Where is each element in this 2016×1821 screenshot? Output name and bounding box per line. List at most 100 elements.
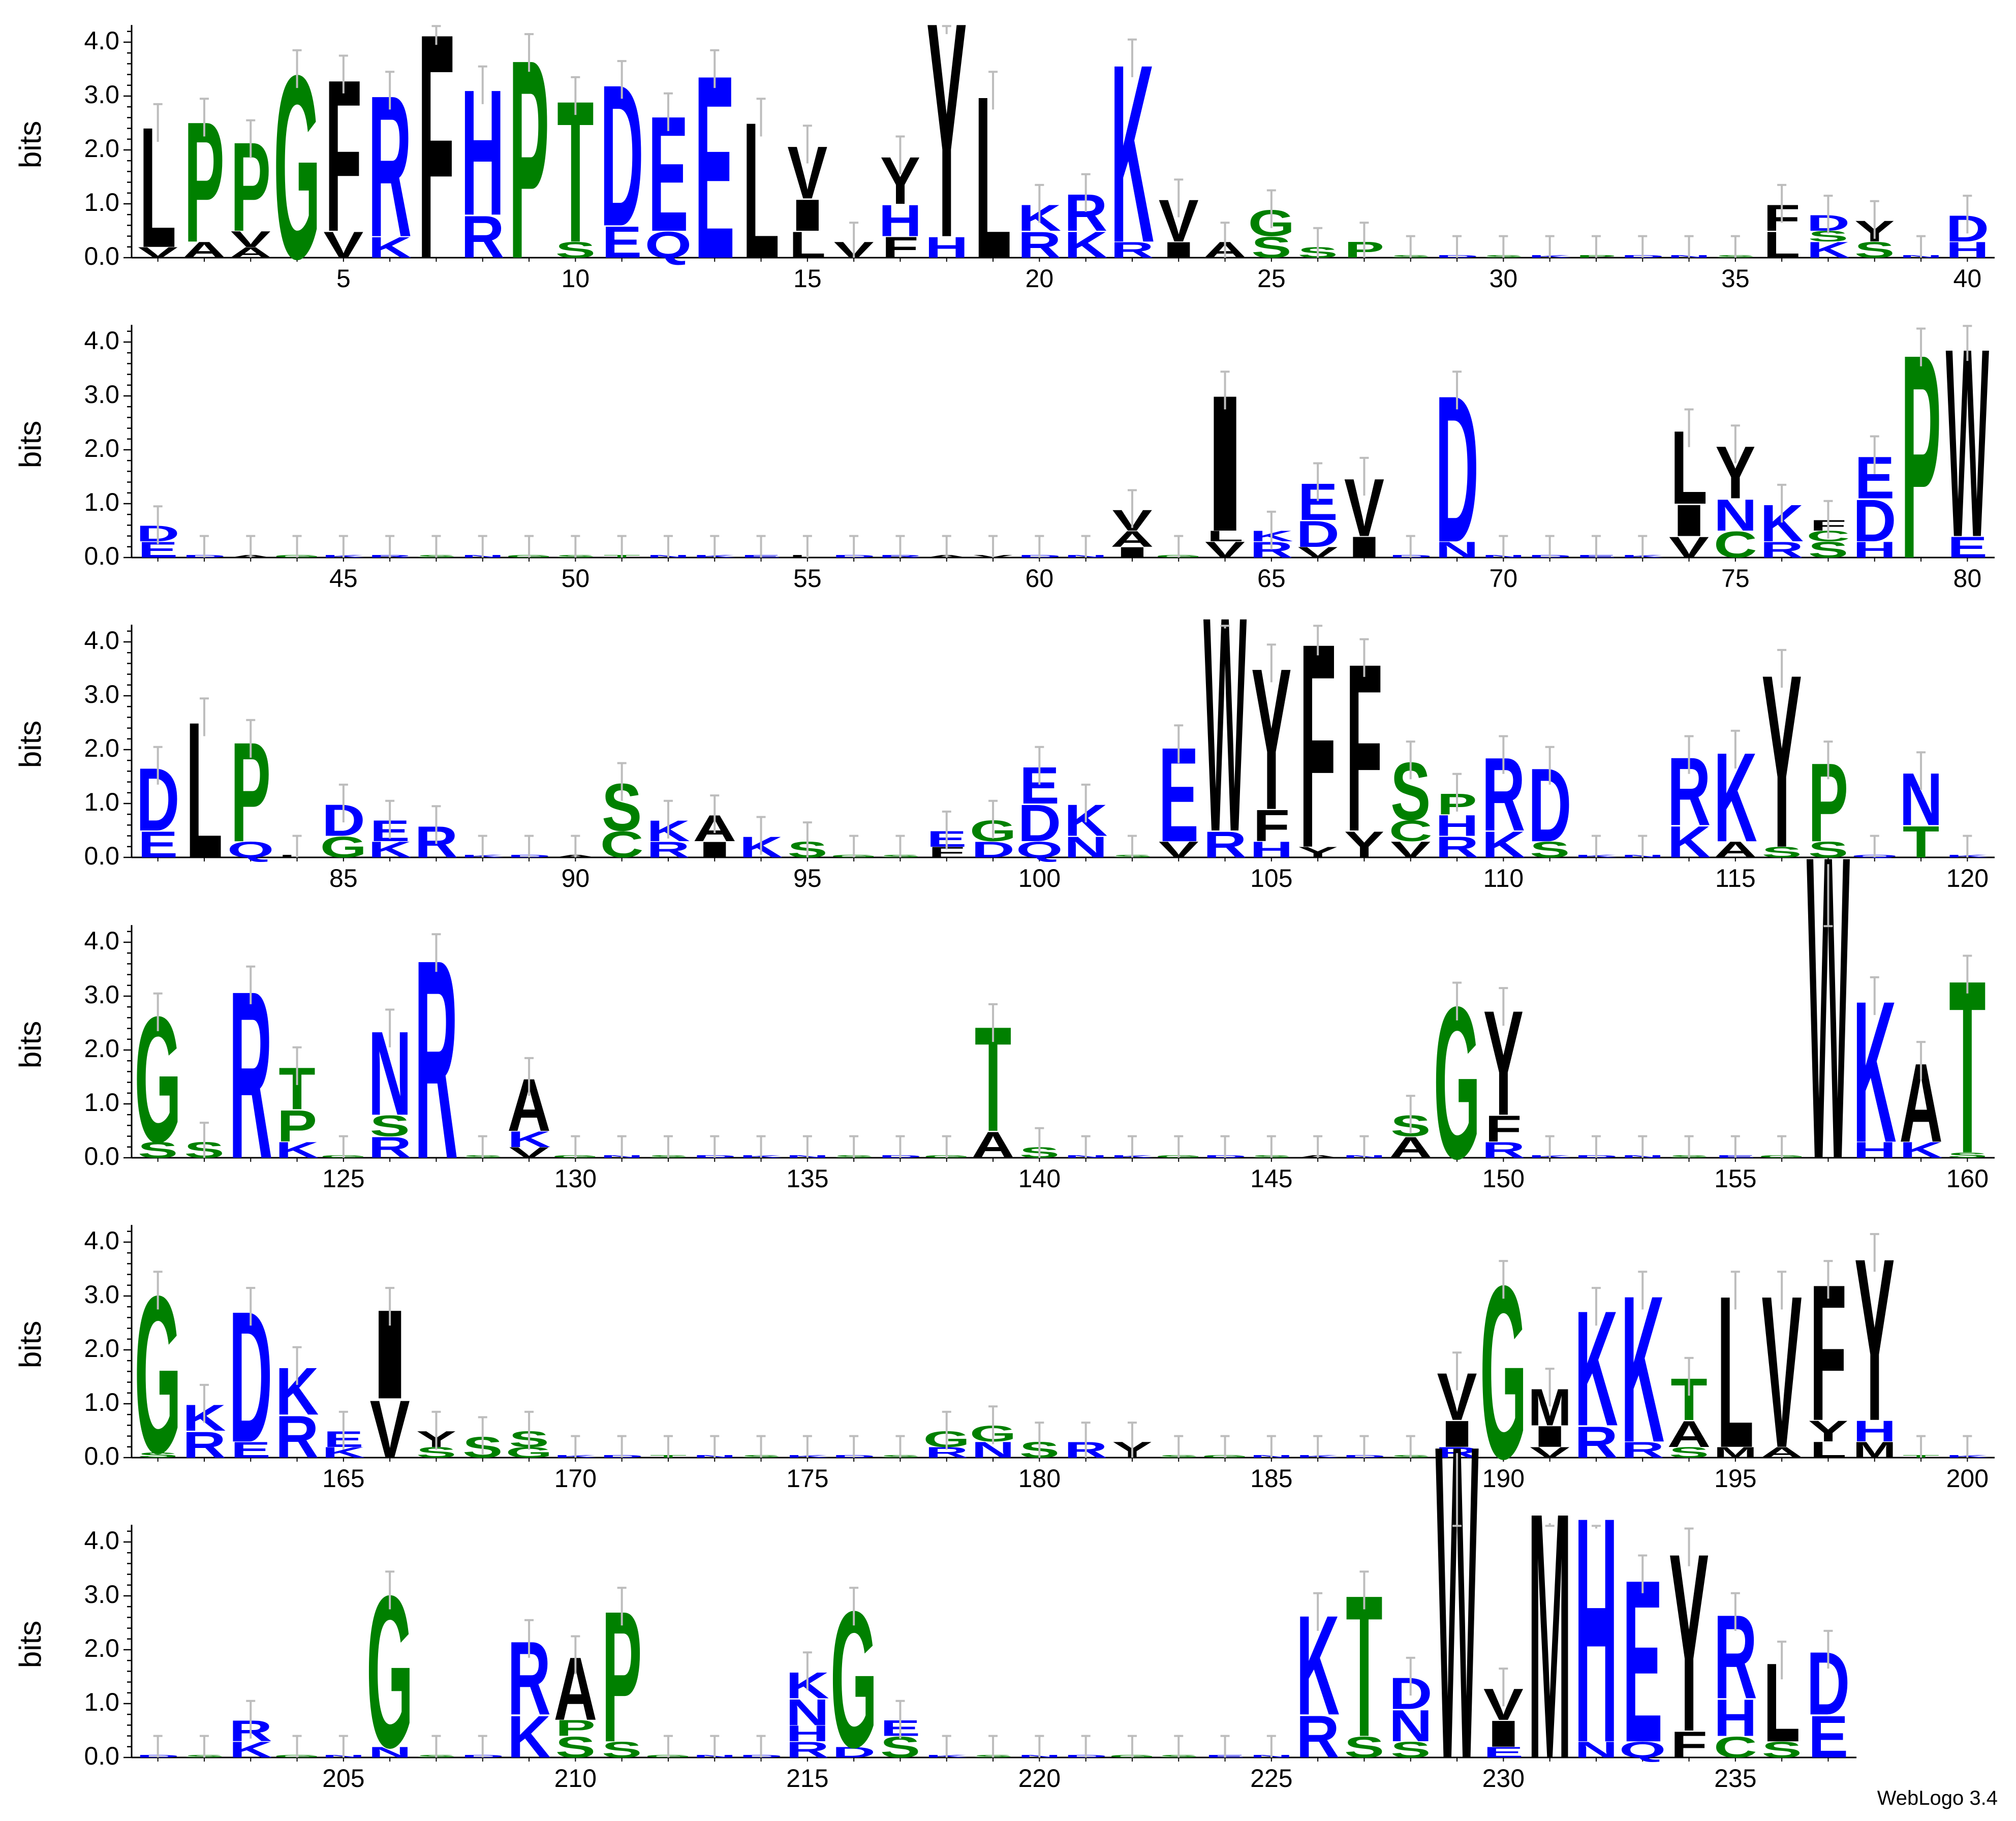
logo-column-174: S: [741, 1435, 781, 1459]
logo-column-182: Y: [1112, 1422, 1152, 1462]
y-tick-label: 3.0: [84, 1580, 119, 1609]
logo-letter: M: [1853, 1437, 1896, 1462]
logo-letter: M: [1714, 1444, 1757, 1461]
logo-column-127: R: [415, 901, 458, 1218]
logo-letter: S: [602, 1737, 642, 1762]
logo-column-226: RK: [1296, 1586, 1340, 1771]
y-tick-label: 0.0: [84, 1442, 119, 1470]
logo-column-87: R: [415, 805, 458, 867]
logo-letter: S: [1251, 230, 1291, 264]
logo-column-2: AP: [182, 85, 226, 278]
x-tick-label: 110: [1483, 864, 1524, 892]
logo-column-201: D: [136, 1735, 179, 1758]
logo-column-185: N: [1250, 1435, 1293, 1459]
logo-letter: F: [882, 230, 918, 264]
logo-column-183: S: [1159, 1435, 1199, 1459]
logo-letter: F: [1485, 1108, 1522, 1150]
logo-letter: L: [1810, 1437, 1846, 1462]
y-tick-label: 0.0: [84, 1142, 119, 1170]
logo-column-69: ND: [1435, 352, 1479, 587]
logo-letter: D: [1018, 793, 1062, 852]
logo-column-237: ED: [1807, 1629, 1850, 1771]
logo-letter: L: [1763, 224, 1800, 266]
logo-column-36: LF: [1763, 183, 1800, 266]
logo-column-9: P: [509, 1, 549, 318]
logo-letter: S: [1762, 1737, 1802, 1762]
logo-column-35: S: [1715, 235, 1755, 259]
logo-column-157: W: [1807, 765, 1850, 1250]
logo-column-124: KPT: [275, 1046, 319, 1162]
logo-column-51: T: [603, 535, 640, 559]
logo-letter: R: [1435, 830, 1479, 863]
logo-column-32: P: [1576, 235, 1616, 259]
logo-column-134: K: [739, 1135, 783, 1159]
logo-column-44: G: [273, 535, 321, 559]
logo-column-177: S: [880, 1435, 920, 1459]
logo-letter: S: [1669, 1444, 1709, 1461]
logo-column-91: CS: [600, 762, 643, 866]
x-tick-label: 220: [1018, 1764, 1061, 1793]
logo-column-122: S: [184, 1122, 224, 1162]
logo-column-27: P: [1344, 222, 1384, 262]
logo-letter: H: [1946, 237, 1990, 262]
logo-letter: S: [1344, 1730, 1384, 1764]
logo-column-45: K: [322, 535, 365, 559]
logo-letter: A: [229, 244, 272, 261]
logo-letter: H: [786, 1721, 829, 1746]
logo-column-171: D: [600, 1435, 643, 1459]
logo-letter: K: [1899, 1137, 1943, 1162]
logo-column-89: D: [507, 835, 551, 858]
x-tick-label: 195: [1714, 1464, 1756, 1493]
logo-letter: P: [555, 1716, 596, 1741]
y-tick-label: 3.0: [84, 680, 119, 708]
x-tick-label: 70: [1490, 564, 1518, 593]
y-tick-label: 4.0: [84, 326, 119, 355]
logo-column-65: RK: [1250, 510, 1293, 562]
logo-letter: W: [1807, 765, 1850, 1250]
logo-column-15: LIV: [786, 125, 829, 266]
logo-column-78: HDE: [1853, 435, 1897, 562]
x-tick-label: 80: [1953, 564, 1982, 593]
logo-letter: S: [1854, 237, 1895, 262]
logo-column-178: RG: [923, 1410, 970, 1461]
logo-column-56: D: [832, 535, 876, 559]
logo-column-184: G: [1201, 1435, 1249, 1459]
logo-column-175: K: [786, 1435, 829, 1459]
y-tick-label: 4.0: [84, 1226, 119, 1255]
logo-letter: F: [418, 0, 454, 326]
logo-column-102: S: [1112, 835, 1152, 858]
logo-column-152: D: [1574, 1135, 1618, 1159]
logo-letter: C: [1714, 1730, 1757, 1764]
logo-column-7: F: [418, 0, 454, 326]
logo-letter: D: [832, 1744, 876, 1761]
logo-letter: E: [231, 1437, 271, 1462]
logo-column-47: S: [416, 535, 456, 559]
x-tick-label: 215: [786, 1764, 828, 1793]
logo-letter: I: [1343, 531, 1386, 564]
logo-column-146: A: [1296, 1135, 1340, 1159]
logo-letter: V: [1205, 537, 1246, 562]
y-tick-label: 2.0: [84, 434, 119, 462]
logo-column-95: S: [787, 821, 827, 862]
logo-column-133: D: [693, 1135, 736, 1159]
logo-column-125: G: [320, 1135, 367, 1159]
logo-row-3: 0.0 1.0 2.0 3.0 4.0 bits 85 90 95 100 105 110 115 120: [13, 625, 1995, 892]
logo-column-148: AS: [1389, 1095, 1433, 1164]
y-tick-label: 0.0: [84, 842, 119, 870]
logo-letter: I: [1435, 1413, 1478, 1455]
logo-letter: S: [1808, 837, 1848, 862]
logo-letter: S: [1762, 844, 1802, 861]
logo-column-167: SY: [416, 1410, 456, 1461]
logo-letter: D: [1296, 513, 1340, 554]
logo-column-232: NH: [1574, 1450, 1618, 1810]
logo-column-140: S: [1019, 1127, 1060, 1161]
logo-column-99: DG: [970, 799, 1016, 862]
logo-column-38: SY: [1854, 200, 1895, 262]
y-tick-label: 2.0: [84, 1334, 119, 1363]
logo-letter: R: [275, 1404, 319, 1471]
logo-letter: I: [1110, 544, 1154, 561]
x-tick-label: 175: [786, 1464, 828, 1493]
logo-column-103: VE: [1159, 720, 1199, 870]
x-tick-label: 170: [554, 1464, 597, 1493]
logo-letter: D: [1853, 488, 1897, 555]
